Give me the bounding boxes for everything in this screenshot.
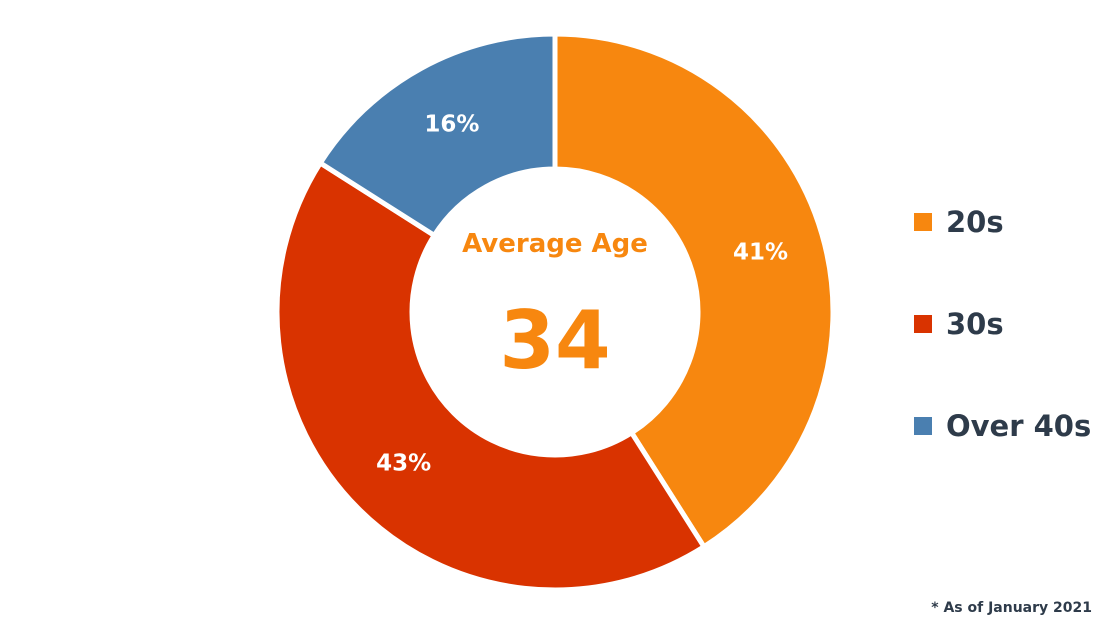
slice-label-over-40s: 16%: [424, 111, 479, 137]
slice-label-20s: 41%: [733, 239, 788, 265]
legend-label-20s: 20s: [946, 205, 1004, 239]
legend: 20s 30s Over 40s: [914, 200, 1091, 506]
legend-item-30s: 30s: [914, 302, 1091, 346]
legend-item-20s: 20s: [914, 200, 1091, 244]
legend-swatch-20s: [914, 213, 932, 231]
legend-swatch-30s: [914, 315, 932, 333]
slice-label-30s: 43%: [376, 450, 431, 476]
legend-swatch-over-40s: [914, 417, 932, 435]
legend-label-30s: 30s: [946, 307, 1004, 341]
center-value: 34: [499, 294, 611, 387]
legend-label-over-40s: Over 40s: [946, 409, 1092, 443]
center-title: Average Age: [462, 229, 648, 259]
slice-over-40s: [316, 31, 558, 239]
legend-item-over-40s: Over 40s: [914, 404, 1091, 448]
slice-20s: [552, 31, 836, 551]
footnote: * As of January 2021: [931, 600, 1092, 616]
slice-30s: [274, 159, 708, 593]
